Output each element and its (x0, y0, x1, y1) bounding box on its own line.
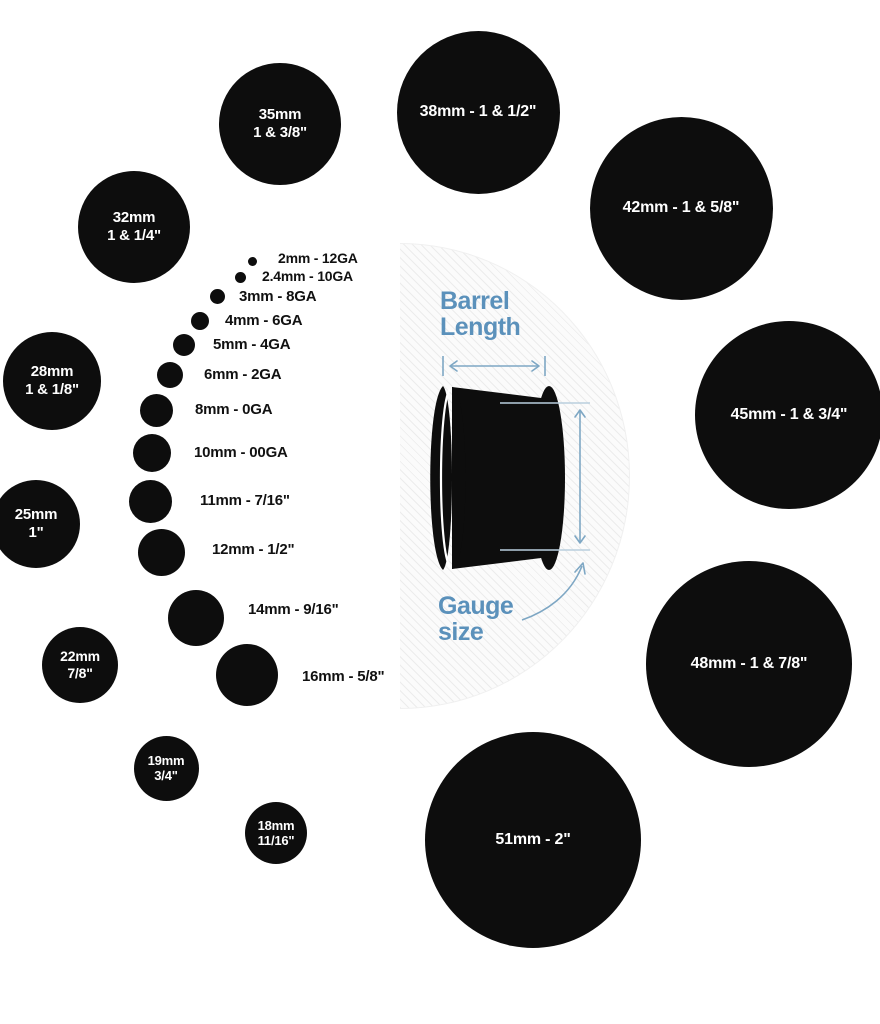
size-circle-line1: 32mm (112, 209, 156, 227)
size-circle-line1: 18mm (257, 817, 295, 833)
size-circle-line1: 35mm (258, 106, 302, 124)
size-circle-line1: 28mm (30, 363, 74, 381)
size-dot-label: 11mm - 7/16" (200, 492, 290, 509)
size-dot-label: 3mm - 8GA (239, 288, 317, 305)
size-dot-label: 14mm - 9/16" (248, 601, 339, 618)
size-dot-label: 16mm - 5/8" (302, 668, 385, 685)
size-circle-line2: 7/8" (67, 665, 93, 681)
size-circle: 38mm - 1 & 1/2" (396, 30, 560, 194)
size-circle-line2: 1 & 3/8" (253, 124, 307, 141)
size-circle-line2: 11/16" (257, 833, 295, 848)
size-dot (168, 590, 224, 646)
size-circle-line1: 22mm (60, 648, 100, 665)
size-dot-label: 12mm - 1/2" (212, 541, 295, 558)
size-circle-line2: 3/4" (154, 768, 178, 783)
size-circle: 35mm 1 & 3/8" (219, 63, 341, 185)
size-circle-line1: 51mm - 2" (495, 830, 571, 848)
size-dot (247, 256, 257, 266)
barrel-length-line1: Barrel (440, 287, 510, 315)
size-dot (173, 334, 195, 356)
size-circle: 22mm 7/8" (42, 627, 118, 703)
size-circle: 19mm 3/4" (133, 735, 199, 801)
size-circle: 25mm 1" (0, 480, 80, 568)
size-dot (157, 362, 183, 388)
size-dot-label: 5mm - 4GA (213, 336, 291, 353)
size-circle: 51mm - 2" (425, 732, 641, 948)
size-circle-line1: 42mm - 1 & 5/8" (622, 198, 740, 216)
size-circle-line1: 38mm - 1 & 1/2" (419, 102, 537, 120)
barrel-length-label: Barrel Length (440, 287, 521, 341)
size-circle: 42mm - 1 & 5/8" (589, 116, 773, 300)
size-dot-label: 4mm - 6GA (225, 312, 303, 329)
size-circle-line1: 19mm (147, 752, 185, 768)
size-dot (216, 644, 278, 706)
size-circle: 28mm 1 & 1/8" (3, 332, 101, 430)
gauge-size-line2: size (438, 618, 484, 646)
size-dot-label: 2mm - 12GA (278, 250, 358, 266)
size-dot (234, 271, 246, 283)
size-dot-label: 2.4mm - 10GA (262, 268, 353, 284)
size-dot (133, 434, 171, 472)
size-dot-label: 6mm - 2GA (204, 366, 282, 383)
size-circle: 18mm 11/16" (245, 802, 307, 864)
size-dot-label: 8mm - 0GA (195, 401, 273, 418)
size-dot (209, 288, 225, 304)
size-circle-line1: 25mm (14, 506, 58, 524)
size-circle-line1: 45mm - 1 & 3/4" (730, 405, 848, 423)
size-circle: 48mm - 1 & 7/8" (646, 561, 852, 767)
size-circle: 32mm 1 & 1/4" (78, 171, 190, 283)
size-circle-line1: 48mm - 1 & 7/8" (690, 654, 808, 672)
barrel-length-line2: Length (440, 313, 521, 341)
size-dot (128, 479, 172, 523)
gauge-size-line1: Gauge (438, 592, 514, 620)
size-circle-line2: 1 & 1/4" (107, 227, 161, 244)
size-circle-line2: 1 & 1/8" (25, 381, 79, 398)
gauge-size-label: Gauge size (438, 592, 514, 646)
size-circle: 45mm - 1 & 3/4" (695, 321, 880, 509)
size-dot (191, 312, 209, 330)
size-dot-label: 10mm - 00GA (194, 444, 288, 461)
size-dot (137, 528, 185, 576)
size-dot (139, 393, 173, 427)
size-circle-line2: 1" (28, 524, 44, 541)
